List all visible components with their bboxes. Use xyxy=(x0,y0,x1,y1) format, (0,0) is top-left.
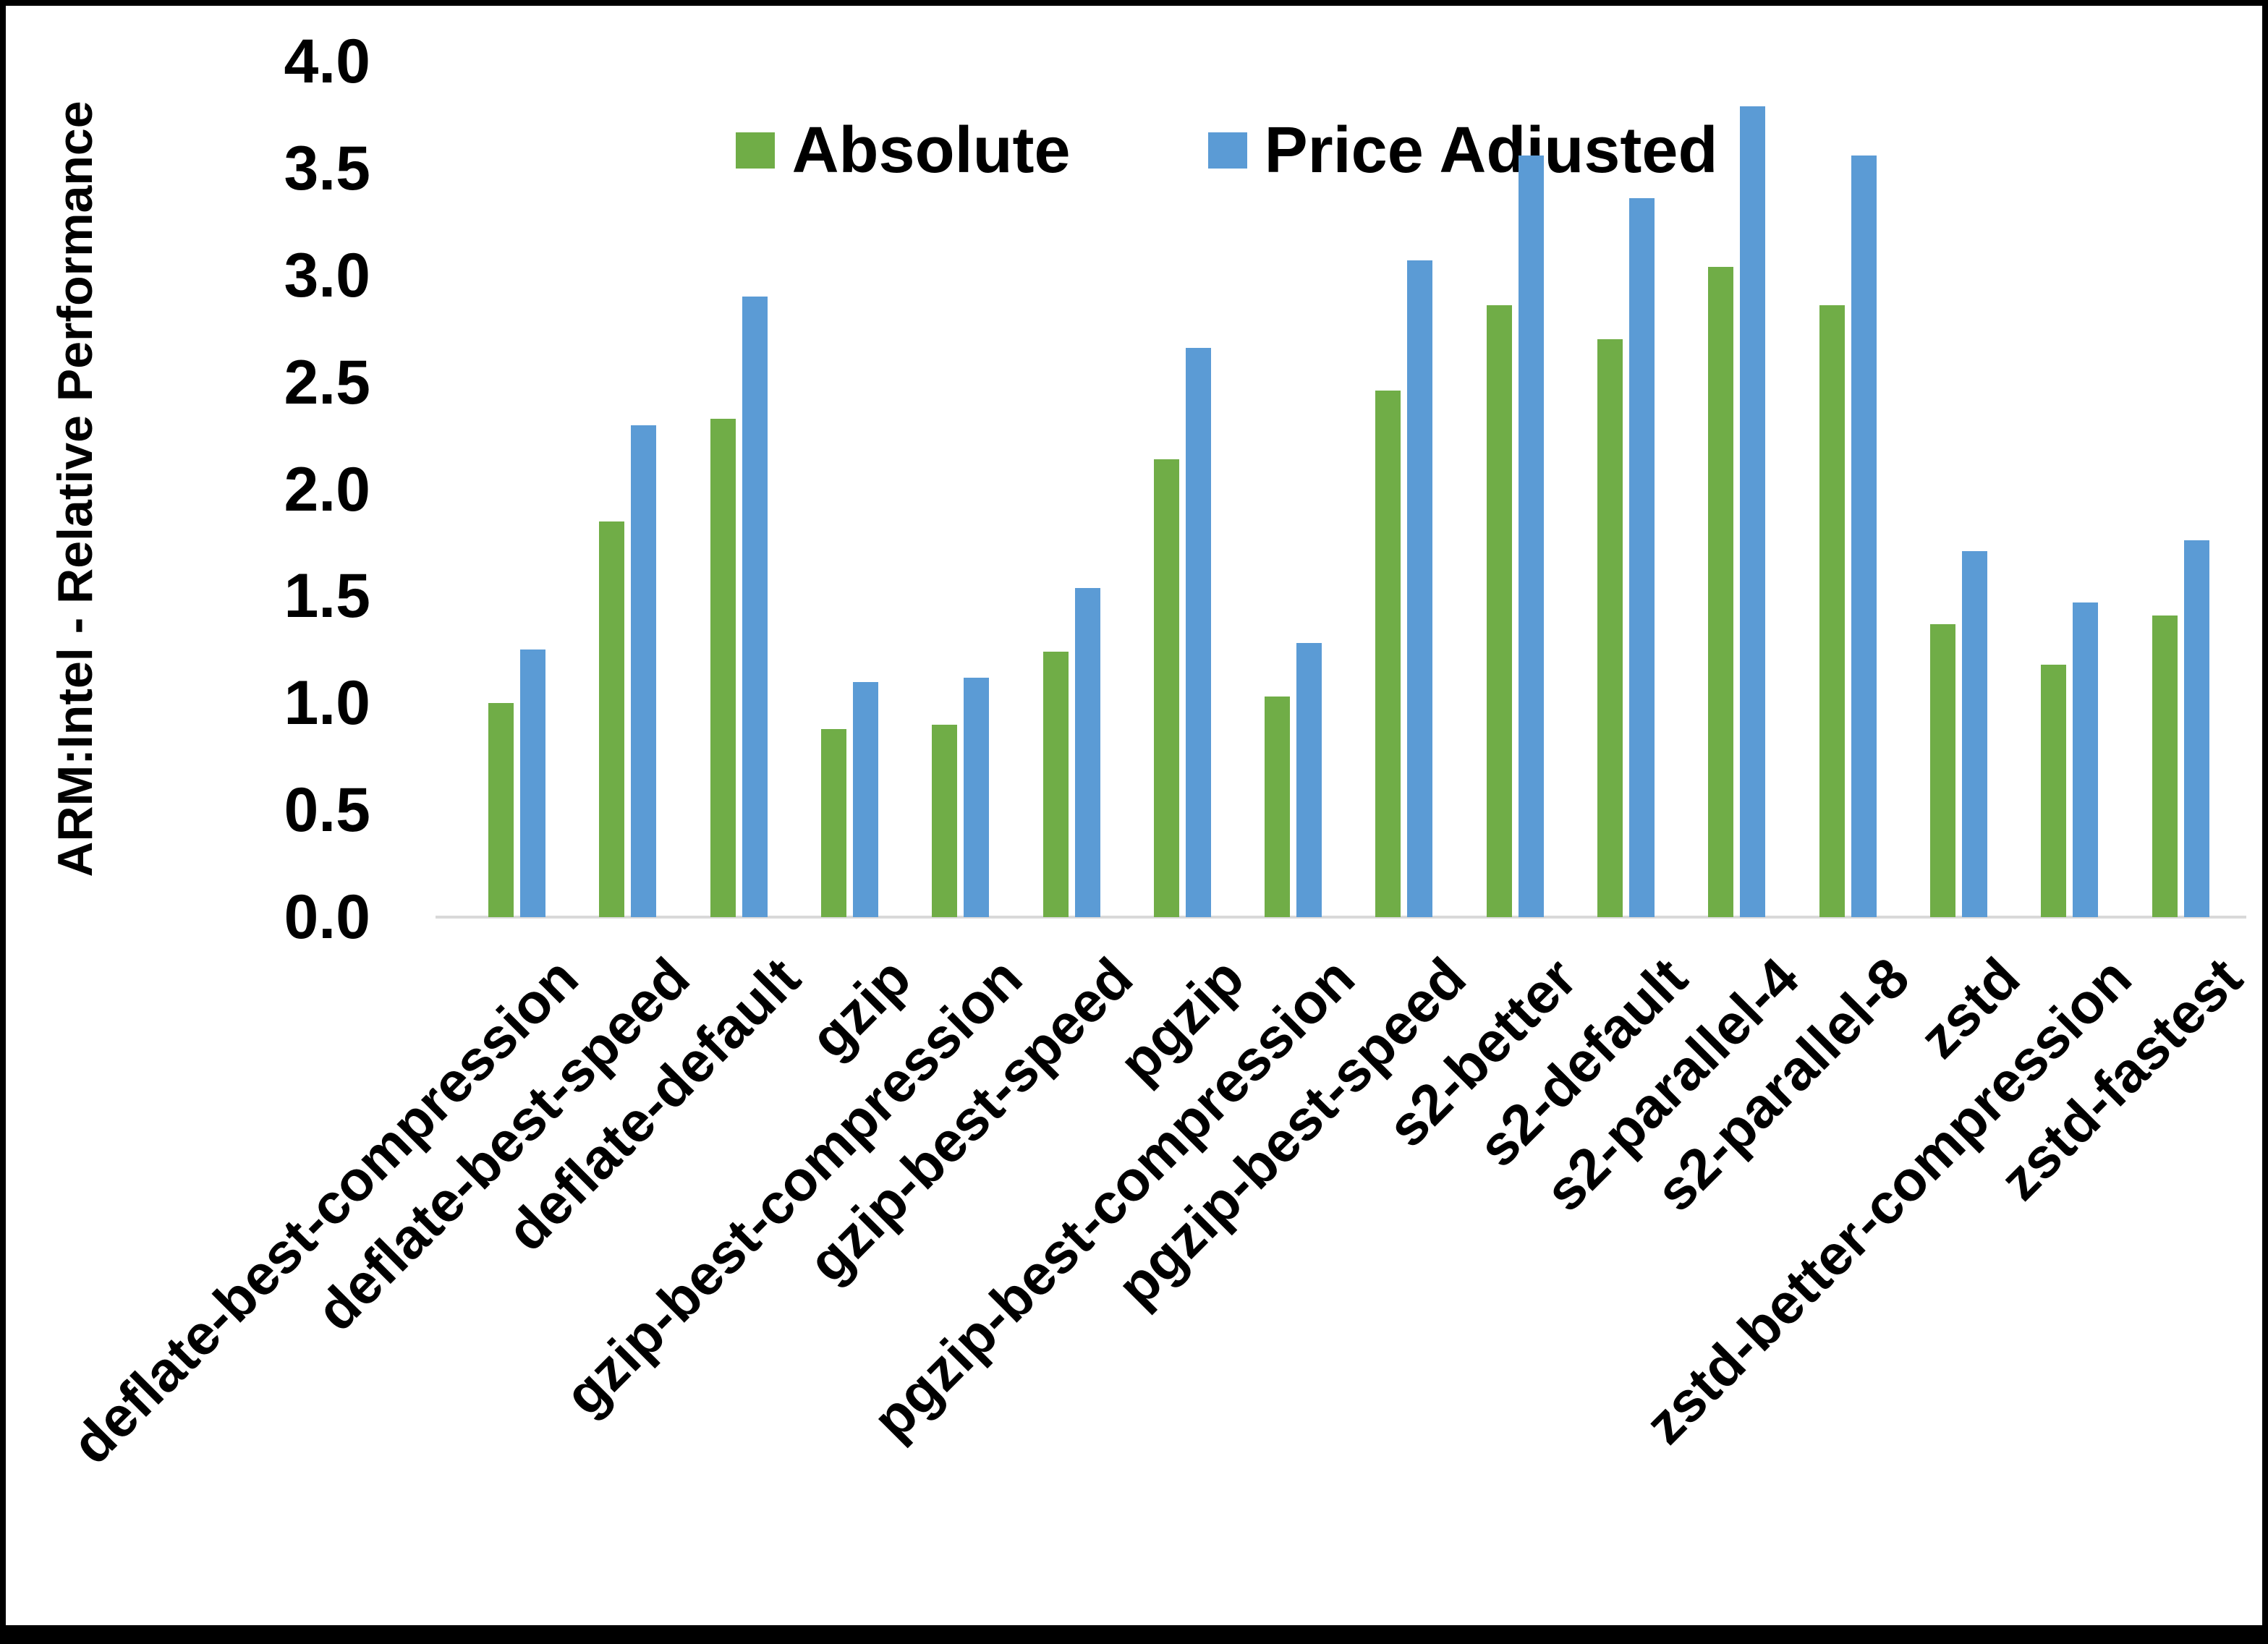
legend-swatch-absolute-icon xyxy=(735,132,775,169)
bar-price-adjusted-s2-parallel-8 xyxy=(1851,156,1877,917)
bar-price-adjusted-pgzip-best-speed xyxy=(1407,260,1433,917)
bar-absolute-s2-parallel-4 xyxy=(1708,266,1734,917)
plot-area xyxy=(436,61,2246,919)
bar-absolute-s2-parallel-8 xyxy=(1819,305,1845,917)
bar-absolute-deflate-default xyxy=(710,418,736,917)
bar-absolute-zstd xyxy=(1929,623,1955,917)
y-tick-label: 1.5 xyxy=(284,561,370,631)
bar-absolute-zstd-better-compression xyxy=(2041,665,2067,917)
bar-absolute-pgzip-best-compression xyxy=(1265,697,1291,917)
y-tick-label: 0.0 xyxy=(284,882,370,952)
legend-label-price-adjusted: Price Adjusted xyxy=(1264,114,1718,187)
y-tick-label: 2.5 xyxy=(284,347,370,417)
bar-price-adjusted-gzip-best-speed xyxy=(1074,587,1100,917)
bar-price-adjusted-zstd xyxy=(1961,551,1987,917)
bar-price-adjusted-s2-better xyxy=(1518,156,1544,917)
x-axis-line xyxy=(436,916,2246,919)
bar-absolute-gzip xyxy=(820,728,846,917)
bar-price-adjusted-zstd-better-compression xyxy=(2073,602,2099,917)
legend-item-price-adjusted: Price Adjusted xyxy=(1207,114,1718,187)
bar-absolute-gzip-best-speed xyxy=(1042,652,1069,917)
legend: Absolute Price Adjusted xyxy=(331,114,2122,187)
bar-price-adjusted-pgzip xyxy=(1185,348,1211,917)
bar-price-adjusted-s2-default xyxy=(1629,198,1655,917)
chart-canvas: ARM:Intel - Relative Performance Absolut… xyxy=(6,6,2262,1625)
y-tick-label: 4.0 xyxy=(284,27,370,96)
bar-absolute-s2-default xyxy=(1597,339,1623,917)
bar-price-adjusted-zstd-fastest xyxy=(2183,540,2209,917)
y-tick-label: 3.0 xyxy=(284,240,370,310)
y-tick-label: 0.5 xyxy=(284,775,370,846)
bar-price-adjusted-deflate-best-speed xyxy=(631,425,657,917)
bar-absolute-zstd-fastest xyxy=(2152,616,2178,917)
y-tick-label: 1.0 xyxy=(284,668,370,738)
bar-absolute-pgzip-best-speed xyxy=(1375,391,1401,917)
y-tick-label: 3.5 xyxy=(284,133,370,203)
bar-absolute-pgzip xyxy=(1153,459,1179,917)
y-axis-title: ARM:Intel - Relative Performance xyxy=(48,101,103,877)
bar-absolute-gzip-best-compression xyxy=(932,724,958,917)
bar-price-adjusted-s2-parallel-4 xyxy=(1740,106,1766,917)
bar-absolute-s2-better xyxy=(1486,305,1512,917)
bar-price-adjusted-deflate-best-compression xyxy=(520,649,545,917)
bar-price-adjusted-pgzip-best-compression xyxy=(1296,643,1322,917)
bar-price-adjusted-gzip-best-compression xyxy=(964,677,990,917)
bar-absolute-deflate-best-speed xyxy=(599,521,625,917)
y-tick-label: 2.0 xyxy=(284,454,370,524)
bar-absolute-deflate-best-compression xyxy=(488,703,514,917)
legend-item-absolute: Absolute xyxy=(735,114,1071,187)
bar-price-adjusted-gzip xyxy=(852,681,878,917)
legend-label-absolute: Absolute xyxy=(791,114,1071,187)
legend-swatch-price-adjusted-icon xyxy=(1207,132,1247,169)
bar-price-adjusted-deflate-default xyxy=(742,297,768,917)
